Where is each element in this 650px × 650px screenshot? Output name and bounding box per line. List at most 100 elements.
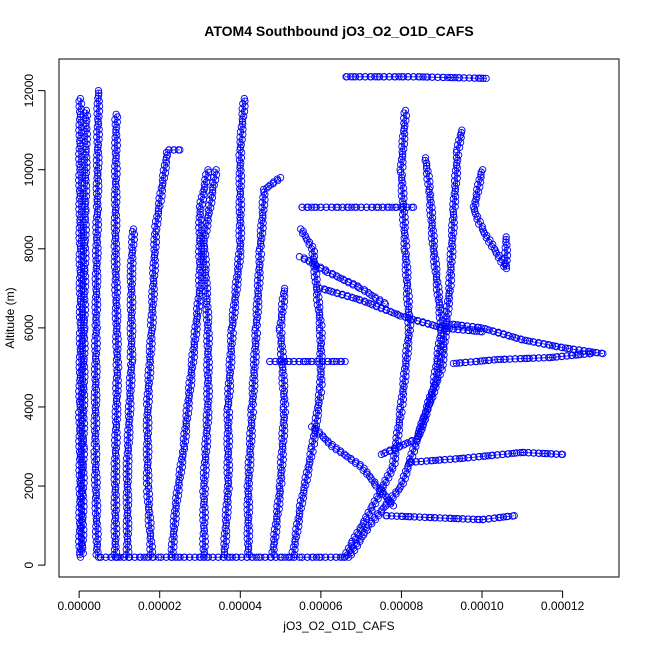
data-point (381, 492, 390, 500)
data-point (397, 192, 406, 200)
data-point (90, 453, 98, 461)
data-point (120, 553, 129, 561)
data-point (535, 354, 543, 362)
data-point (143, 492, 151, 501)
data-point (395, 431, 403, 439)
data-point (449, 195, 458, 203)
data-point (179, 440, 188, 448)
data-point (411, 513, 419, 521)
data-point (94, 226, 102, 234)
data-point (81, 203, 89, 211)
data-point (122, 522, 130, 530)
data-point (224, 390, 232, 398)
data-point (276, 458, 285, 466)
data-point (301, 357, 309, 366)
data-point (123, 512, 131, 520)
data-point (360, 297, 369, 305)
data-point (222, 521, 230, 530)
data-series (77, 106, 92, 557)
data-point (501, 249, 509, 257)
data-point (152, 238, 161, 246)
data-point (319, 433, 328, 442)
data-point (434, 73, 442, 81)
data-point (525, 354, 533, 362)
data-point (399, 216, 407, 224)
data-point (112, 379, 120, 387)
data-point (547, 450, 556, 458)
data-point (399, 73, 408, 81)
data-point (317, 203, 325, 211)
data-point (91, 463, 100, 471)
data-point (195, 307, 203, 315)
data-point (113, 170, 121, 178)
data-point (223, 411, 231, 419)
data-point (111, 172, 119, 181)
data-point (291, 530, 299, 538)
data-point (223, 495, 231, 503)
data-point (464, 453, 473, 462)
data-series (340, 106, 415, 561)
data-point (447, 266, 455, 274)
data-point (228, 321, 237, 329)
data-series (142, 146, 184, 561)
data-point (395, 421, 404, 429)
data-point (300, 486, 308, 494)
data-point (278, 429, 286, 437)
data-point (129, 327, 137, 335)
data-point (273, 517, 281, 526)
data-point (253, 329, 262, 337)
data-point (452, 161, 461, 170)
data-point (399, 163, 407, 171)
data-point (277, 305, 286, 314)
data-point (146, 321, 155, 329)
data-point (181, 437, 190, 446)
data-point (417, 457, 425, 465)
data-point (188, 351, 196, 359)
data-point (113, 325, 121, 333)
data-point (224, 450, 232, 459)
data-point (225, 408, 234, 416)
data-point (315, 314, 324, 322)
data-point (465, 74, 473, 82)
data-point (405, 292, 413, 300)
data-point (333, 289, 342, 298)
data-point (123, 431, 132, 439)
data-point (517, 335, 525, 343)
data-point (110, 196, 119, 204)
data-point (236, 190, 245, 198)
data-point (201, 445, 209, 453)
data-point (231, 308, 239, 317)
data-point (79, 257, 88, 265)
data-point (231, 288, 239, 296)
data-point (352, 295, 360, 303)
data-point (332, 553, 340, 561)
data-point (238, 118, 247, 126)
data-point (93, 368, 101, 376)
data-point (175, 471, 183, 479)
data-point (404, 268, 412, 277)
data-point (318, 334, 326, 342)
data-point (125, 384, 134, 392)
data-point (223, 440, 231, 448)
data-point (146, 374, 154, 382)
data-point (336, 553, 345, 561)
data-point (222, 532, 231, 540)
data-point (233, 285, 241, 294)
data-point (477, 74, 485, 82)
data-point (145, 477, 153, 485)
data-point (185, 394, 193, 402)
data-point (432, 255, 440, 263)
data-point (92, 228, 100, 237)
data-point (275, 482, 283, 490)
data-point (80, 386, 88, 394)
data-series (316, 284, 486, 336)
data-point (169, 522, 178, 531)
data-point (93, 210, 102, 219)
data-point (463, 322, 471, 330)
data-point (97, 553, 105, 561)
data-point (78, 515, 87, 524)
data-point (80, 507, 88, 516)
data-point (142, 400, 151, 408)
data-point (240, 94, 248, 103)
data-point (125, 548, 133, 556)
